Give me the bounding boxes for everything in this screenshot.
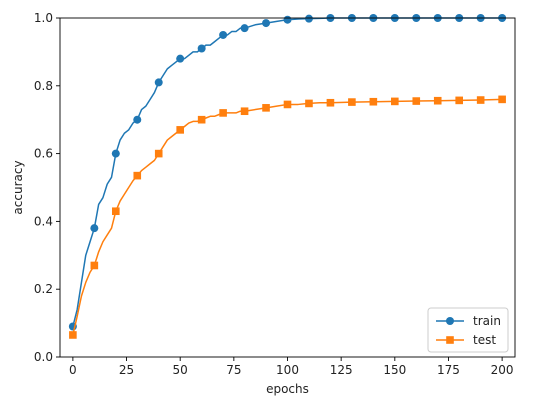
data-point-test: [412, 97, 421, 105]
data-point-test: [476, 96, 485, 104]
y-tick-label: 0.6: [34, 147, 53, 161]
x-tick-label: 25: [119, 363, 134, 377]
data-point-test: [90, 261, 99, 270]
data-point-test: [455, 96, 463, 105]
data-point-train: [283, 15, 292, 24]
x-tick-label: 75: [226, 363, 241, 377]
series-line-train: [72, 17, 503, 327]
y-tick-label: 0.2: [34, 282, 53, 296]
plot-area: [60, 18, 515, 357]
y-axis-label: accuracy: [11, 160, 25, 214]
data-point-train: [262, 19, 271, 28]
legend-label-test: test: [473, 333, 496, 347]
data-point-test: [240, 107, 249, 116]
axes-layer: 0 25 50 75 100 125 150 175 200 0.0 0.2 0.4 0.6 0.8 1.0: [34, 11, 516, 377]
data-point-test: [326, 98, 335, 107]
data-point-test: [369, 97, 378, 106]
data-point-test: [433, 96, 442, 105]
x-tick-label: 0: [69, 363, 77, 377]
x-tick-label: 125: [330, 363, 353, 377]
data-point-test: [498, 95, 506, 104]
data-point-test: [69, 331, 77, 339]
series-layer: [68, 14, 507, 339]
data-point-train: [133, 115, 142, 124]
x-tick-label: 50: [173, 363, 188, 377]
data-point-test: [391, 97, 399, 106]
data-point-train: [304, 14, 313, 23]
y-tick-label: 0.0: [34, 350, 53, 364]
data-point-test: [305, 99, 313, 108]
x-tick-label: 175: [437, 363, 460, 377]
x-tick-label: 100: [276, 363, 299, 377]
x-tick-label: 150: [383, 363, 406, 377]
data-point-train: [240, 24, 249, 33]
x-tick-label: 200: [491, 363, 514, 377]
data-point-test: [133, 171, 142, 180]
legend-marker-test: [446, 336, 454, 344]
plot-background: [60, 18, 515, 357]
data-point-test: [176, 126, 184, 134]
data-point-test: [262, 104, 270, 112]
legend-marker-train: [446, 317, 454, 325]
data-point-train: [154, 78, 163, 87]
data-point-test: [197, 115, 206, 124]
legend: train test: [427, 307, 509, 353]
data-point-train: [219, 30, 228, 39]
y-tick-label: 1.0: [34, 11, 53, 25]
y-tick-label: 0.4: [34, 214, 53, 228]
series-line-test: [72, 98, 503, 336]
data-point-train: [111, 149, 120, 158]
data-point-train: [90, 224, 99, 233]
data-point-test: [283, 100, 292, 109]
data-point-test: [219, 109, 227, 117]
y-tick-label: 0.8: [34, 79, 53, 93]
legend-label-train: train: [473, 314, 501, 328]
data-point-test: [112, 207, 120, 216]
data-point-train: [197, 44, 206, 53]
data-point-train: [176, 54, 185, 63]
data-point-test: [154, 149, 163, 158]
data-point-test: [348, 98, 356, 106]
x-axis-label: epochs: [266, 382, 309, 396]
